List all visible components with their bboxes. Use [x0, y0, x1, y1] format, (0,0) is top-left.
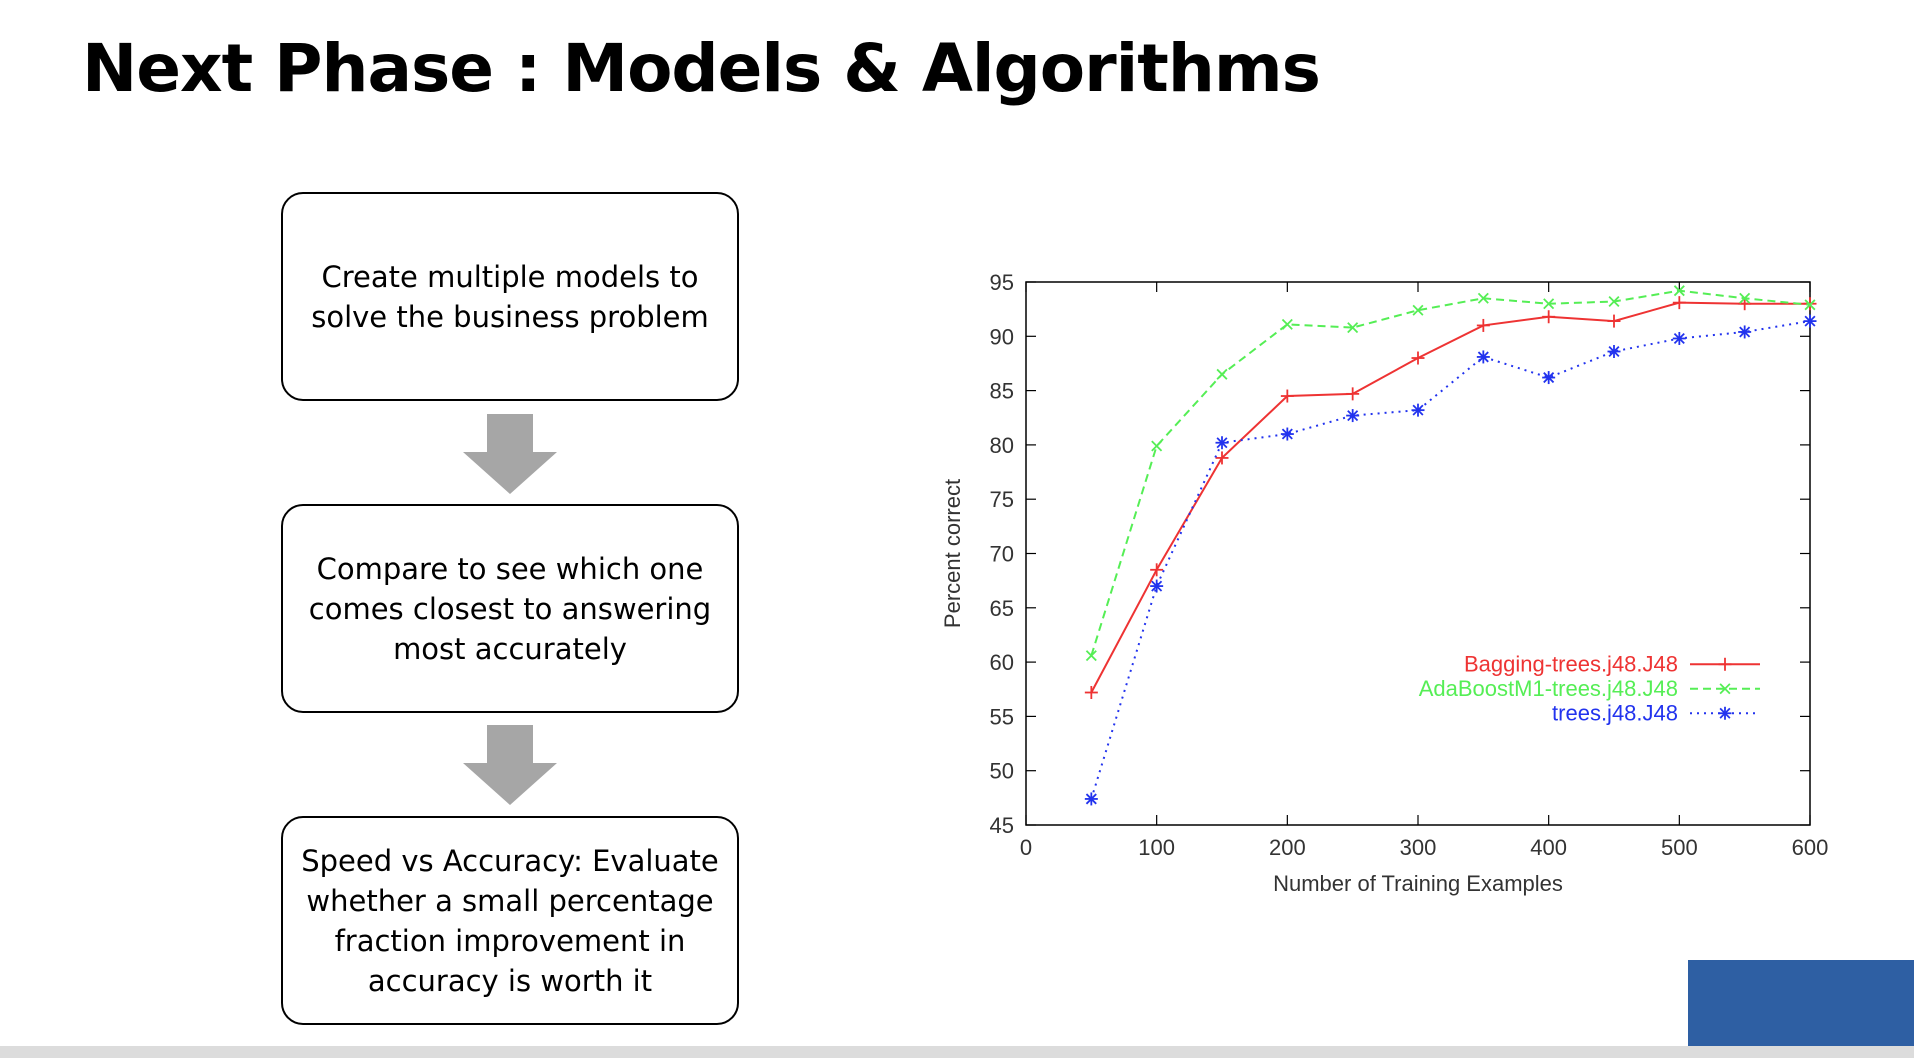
data-point: [1346, 409, 1360, 423]
flow-step-speed-vs-accuracy: Speed vs Accuracy: Evaluate whether a sm…: [281, 816, 739, 1025]
flow-step-create-models: Create multiple models to solve the busi…: [281, 192, 739, 401]
data-point: [1607, 314, 1621, 328]
data-point: [1084, 792, 1098, 806]
legend-label: Bagging-trees.j48.J48: [1464, 651, 1678, 676]
data-point: [1150, 563, 1164, 577]
data-point: [1672, 296, 1686, 310]
data-point: [1476, 318, 1490, 332]
y-tick-label: 65: [990, 596, 1014, 621]
flow-step-compare-models: Compare to see which one comes closest t…: [281, 504, 739, 713]
y-tick-label: 70: [990, 542, 1014, 567]
data-point: [1215, 436, 1229, 450]
y-axis-label: Percent correct: [940, 479, 965, 628]
slide-title: Next Phase : Models & Algorithms: [82, 30, 1321, 107]
data-point: [1216, 368, 1228, 380]
y-tick-label: 85: [990, 379, 1014, 404]
legend-marker: [1719, 683, 1731, 695]
bottom-bar: [0, 1046, 1914, 1058]
data-point: [1411, 351, 1425, 365]
y-tick-label: 95: [990, 270, 1014, 295]
data-point: [1738, 325, 1752, 339]
data-point: [1607, 345, 1621, 359]
data-point: [1281, 318, 1293, 330]
series-line-1: [1090, 289, 1811, 656]
data-point: [1672, 331, 1686, 345]
data-point: [1085, 650, 1097, 662]
data-point: [1084, 686, 1098, 700]
data-point: [1280, 427, 1294, 441]
x-tick-label: 200: [1269, 835, 1306, 860]
data-point: [1280, 389, 1294, 403]
data-point: [1739, 292, 1751, 304]
data-point: [1542, 371, 1556, 385]
data-point: [1215, 451, 1229, 465]
data-point: [1608, 296, 1620, 308]
x-tick-label: 100: [1138, 835, 1175, 860]
down-arrow-icon: [463, 725, 557, 805]
y-tick-label: 90: [990, 324, 1014, 349]
x-axis-label: Number of Training Examples: [1273, 871, 1563, 896]
data-point: [1411, 403, 1425, 417]
data-point: [1542, 310, 1556, 324]
x-tick-label: 0: [1020, 835, 1032, 860]
y-tick-label: 50: [990, 759, 1014, 784]
series-line-2: [1090, 320, 1811, 800]
data-point: [1412, 304, 1424, 316]
legend-marker: [1718, 657, 1732, 671]
legend-label: AdaBoostM1-trees.j48.J48: [1419, 676, 1678, 701]
y-tick-label: 80: [990, 433, 1014, 458]
x-tick-label: 400: [1530, 835, 1567, 860]
y-tick-label: 55: [990, 704, 1014, 729]
x-tick-label: 500: [1661, 835, 1698, 860]
corner-accent-block: [1688, 960, 1914, 1048]
x-tick-label: 300: [1400, 835, 1437, 860]
data-point: [1347, 322, 1359, 334]
down-arrow-icon: [463, 414, 557, 494]
y-tick-label: 75: [990, 487, 1014, 512]
y-tick-label: 45: [990, 813, 1014, 838]
data-point: [1151, 440, 1163, 452]
data-point: [1543, 298, 1555, 310]
legend-marker: [1718, 706, 1732, 720]
x-tick-label: 600: [1792, 835, 1829, 860]
series-line-0: [1090, 301, 1810, 693]
data-point: [1346, 387, 1360, 401]
y-tick-label: 60: [990, 650, 1014, 675]
data-point: [1477, 292, 1489, 304]
data-point: [1803, 314, 1817, 328]
accuracy-line-chart: 45 50 55 60 65 70 75 80 85 90 95 0 100 200 300 400 500 60…: [940, 270, 1829, 896]
data-point: [1150, 579, 1164, 593]
legend-label: trees.j48.J48: [1552, 700, 1678, 725]
data-point: [1673, 285, 1685, 297]
data-point: [1804, 299, 1816, 311]
data-point: [1476, 350, 1490, 364]
